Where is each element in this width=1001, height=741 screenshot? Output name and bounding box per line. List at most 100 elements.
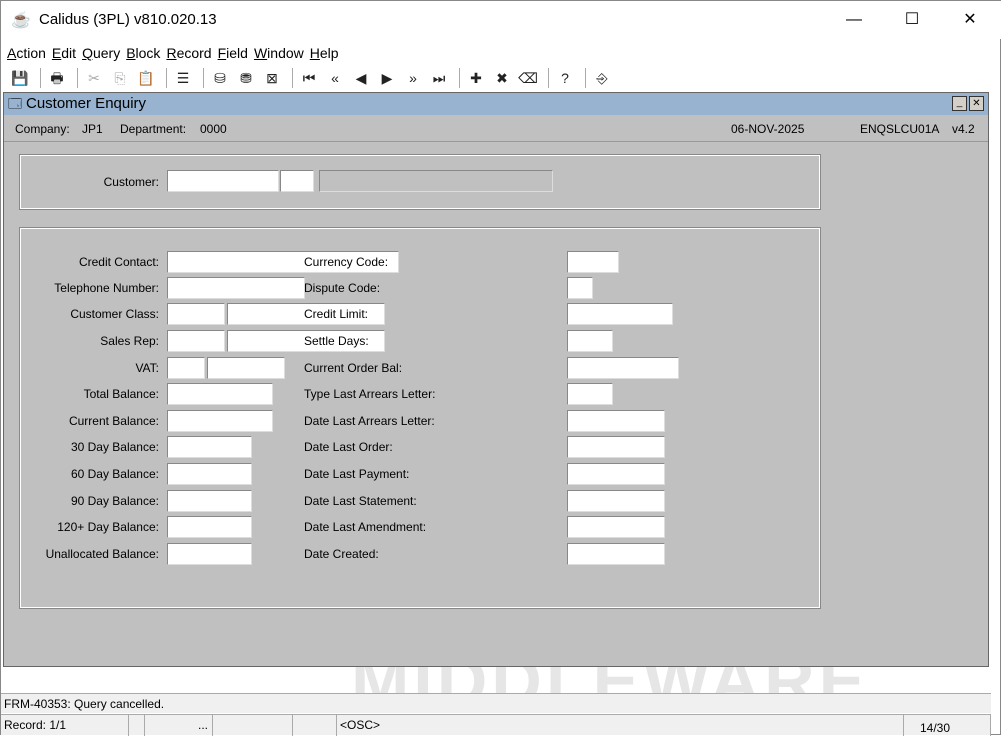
paste-icon[interactable]: 📋 (137, 70, 155, 86)
settle-days-label: Settle Days: (304, 334, 369, 348)
120-day-balance-input[interactable] (167, 516, 252, 538)
toolbar-separator (203, 68, 204, 88)
form-title-bar: 🗔 Customer Enquiry _ ✕ (4, 93, 988, 115)
toolbar-separator (459, 68, 460, 88)
customer-code-input[interactable] (167, 170, 279, 192)
next-record-icon[interactable]: ▶ (381, 70, 393, 86)
menu-block[interactable]: Block (126, 45, 161, 61)
form-minimize-button[interactable]: _ (952, 96, 967, 111)
execute-query-icon[interactable]: ⛃ (240, 70, 252, 86)
total-balance-label: Total Balance: (83, 387, 159, 401)
company-label: Company: (15, 122, 70, 136)
maximize-button[interactable]: ☐ (904, 11, 920, 28)
date-last-order-input[interactable] (567, 436, 665, 458)
90-day-balance-input[interactable] (167, 490, 252, 512)
minimize-button[interactable]: — (846, 11, 862, 28)
telephone-number-label: Telephone Number: (54, 281, 159, 295)
details-panel (19, 227, 821, 609)
customer-enquiry-window: 🗔 Customer Enquiry _ ✕ Company: JP1 Depa… (3, 92, 989, 667)
customer-label: Customer: (103, 175, 159, 189)
sales-rep-input[interactable] (167, 330, 225, 352)
toolbar: 💾 🖶 ✂ ⎘ 📋 ☰ ⛁ ⛃ ⊠ ⏮ « ◀ ▶ » ⏭ ✚ ✖ ⌫? ⎆ (1, 65, 1001, 91)
date-last-amendment-input[interactable] (567, 516, 665, 538)
current-balance-input[interactable] (167, 410, 273, 432)
cut-icon[interactable]: ✂ (88, 70, 100, 86)
date-created-input[interactable] (567, 543, 665, 565)
30-day-balance-label: 30 Day Balance: (70, 440, 159, 454)
30-day-balance-input[interactable] (167, 436, 252, 458)
next-block-icon[interactable]: » (409, 70, 417, 86)
enter-query-icon[interactable]: ⛁ (214, 70, 226, 86)
settle-days-input[interactable] (567, 330, 613, 352)
form-close-button[interactable]: ✕ (969, 96, 984, 111)
close-button[interactable]: ✕ (963, 11, 977, 28)
title-bar: ☕ Calidus (3PL) v810.020.13 — ☐ ✕ (1, 1, 1001, 39)
copy-icon[interactable]: ⎘ (114, 70, 126, 86)
customer-class-label: Customer Class: (70, 307, 159, 321)
date-last-arrears-letter-input[interactable] (567, 410, 665, 432)
menu-help[interactable]: Help (309, 45, 339, 61)
telephone-number-input[interactable] (167, 277, 305, 299)
customer-suffix-input[interactable] (280, 170, 314, 192)
90-day-balance-label: 90 Day Balance: (70, 494, 159, 508)
status-bar: Record: 1/1 ... <OSC> 14/30 (1, 714, 991, 736)
toolbar-separator (40, 68, 41, 88)
toolbar-separator (548, 68, 549, 88)
date-last-statement-label: Date Last Statement: (304, 494, 417, 508)
company-value: JP1 (82, 122, 103, 136)
type-last-arrears-letter-input[interactable] (567, 383, 613, 405)
date-last-payment-label: Date Last Payment: (304, 467, 410, 481)
menu-record[interactable]: Record (166, 45, 212, 61)
60-day-balance-input[interactable] (167, 463, 252, 485)
list-icon[interactable]: ☰ (176, 70, 190, 86)
current-order-bal-input[interactable] (567, 357, 679, 379)
first-record-icon[interactable]: ⏮ (302, 70, 316, 86)
sales-rep-input[interactable] (227, 330, 385, 352)
form-icon: 🗔 (8, 96, 23, 111)
currency-code-input[interactable] (567, 251, 619, 273)
credit-contact-input[interactable] (167, 251, 399, 273)
exit-icon[interactable]: ⎆ (596, 70, 608, 86)
cancel-query-icon[interactable]: ⊠ (266, 70, 278, 86)
toolbar-separator (77, 68, 78, 88)
list-of-values-indicator: ... (145, 715, 213, 736)
customer-class-input[interactable] (227, 303, 385, 325)
toolbar-separator (292, 68, 293, 88)
menu-edit[interactable]: Edit (51, 45, 77, 61)
save-icon[interactable]: 💾 (11, 70, 29, 86)
menu-window[interactable]: Window (253, 45, 304, 61)
menu-query[interactable]: Query (82, 45, 121, 61)
credit-limit-input[interactable] (567, 303, 673, 325)
60-day-balance-label: 60 Day Balance: (70, 467, 159, 481)
delete-record-icon[interactable]: ✖ (496, 70, 508, 86)
form-header: Company: JP1 Department: 0000 06-NOV-202… (4, 116, 988, 142)
department-label: Department: (120, 122, 187, 136)
help-icon[interactable]: ? (561, 70, 569, 86)
vat-label: VAT: (135, 361, 159, 375)
dispute-code-input[interactable] (567, 277, 593, 299)
menu-field[interactable]: Field (217, 45, 248, 61)
window-title: Calidus (3PL) v810.020.13 (39, 11, 217, 28)
current-balance-label: Current Balance: (68, 414, 159, 428)
date-last-payment-input[interactable] (567, 463, 665, 485)
menu-action[interactable]: Action (7, 45, 46, 61)
customer-panel (19, 154, 821, 210)
toolbar-separator (585, 68, 586, 88)
record-indicator: Record: 1/1 (1, 715, 129, 736)
vat-input[interactable] (167, 357, 205, 379)
unallocated-balance-label: Unallocated Balance: (45, 547, 159, 561)
previous-record-icon[interactable]: ◀ (355, 70, 367, 86)
total-balance-input[interactable] (167, 383, 273, 405)
date-last-statement-input[interactable] (567, 490, 665, 512)
customer-class-input[interactable] (167, 303, 225, 325)
vat-input[interactable] (207, 357, 285, 379)
java-app-icon: ☕ (11, 12, 31, 29)
date-last-arrears-letter-label: Date Last Arrears Letter: (304, 414, 435, 428)
print-icon[interactable]: 🖶 (50, 70, 64, 86)
last-record-icon[interactable]: ⏭ (432, 70, 446, 86)
insert-record-icon[interactable]: ✚ (470, 70, 482, 86)
mode-indicator: <OSC> (337, 715, 904, 736)
previous-block-icon[interactable]: « (331, 70, 339, 86)
unallocated-balance-input[interactable] (167, 543, 252, 565)
clear-record-icon[interactable]: ⌫ (518, 70, 538, 86)
